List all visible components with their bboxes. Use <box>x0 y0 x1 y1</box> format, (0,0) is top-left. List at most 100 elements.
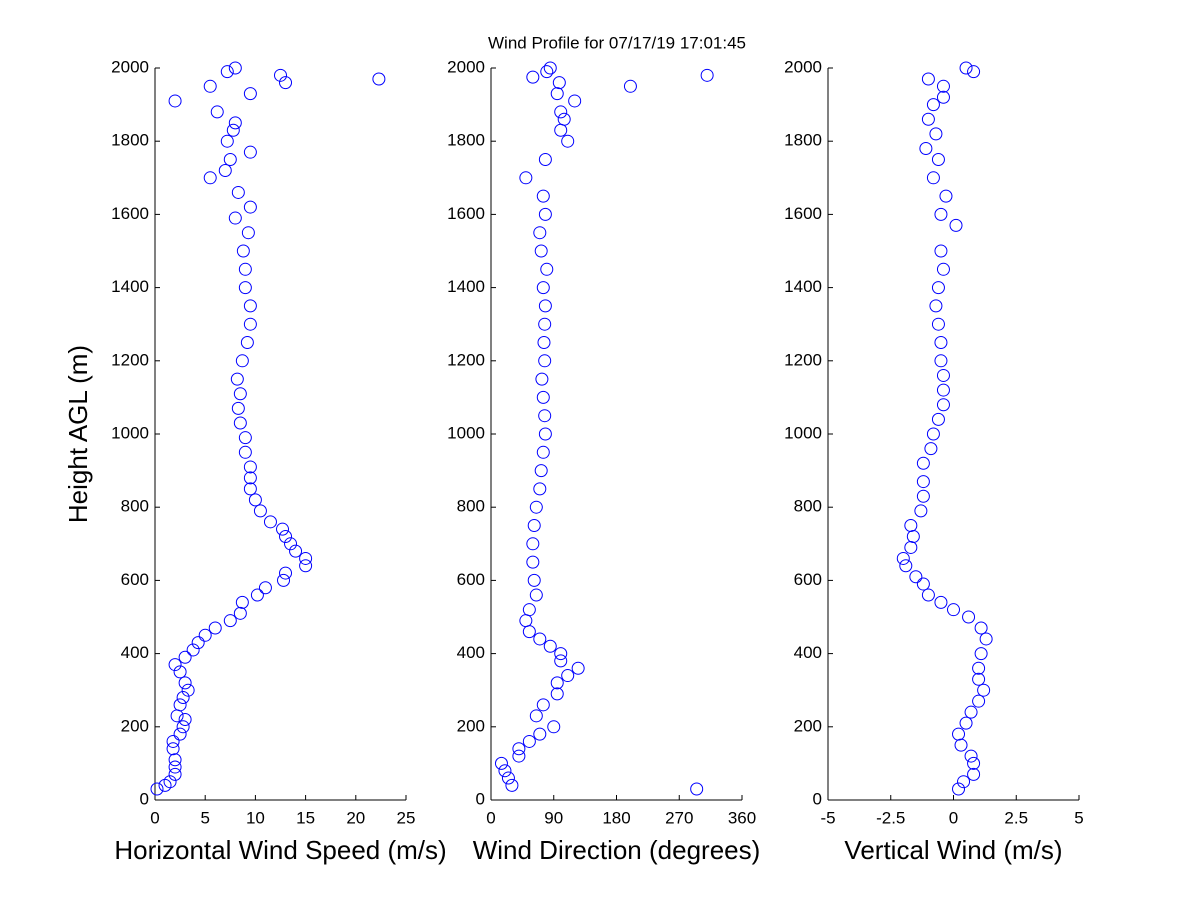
point <box>526 70 540 84</box>
point <box>238 281 252 295</box>
point <box>538 427 552 441</box>
y-tick-label: 200 <box>794 716 822 735</box>
point <box>547 720 561 734</box>
point <box>533 727 547 741</box>
point <box>163 775 177 789</box>
y-tick-label: 2000 <box>784 57 822 76</box>
point <box>700 68 714 82</box>
point <box>690 782 704 796</box>
point <box>233 387 247 401</box>
point <box>536 698 550 712</box>
point <box>181 683 195 697</box>
y-tick-label: 1400 <box>447 277 485 296</box>
point <box>276 522 290 536</box>
point <box>914 504 928 518</box>
point <box>540 65 554 79</box>
point <box>554 105 568 119</box>
point <box>150 782 164 796</box>
y-tick-label: 1200 <box>784 350 822 369</box>
point <box>529 500 543 514</box>
point <box>554 123 568 137</box>
point <box>972 672 986 686</box>
point <box>233 416 247 430</box>
y-tick-label: 1200 <box>447 350 485 369</box>
point <box>220 134 234 148</box>
point <box>210 105 224 119</box>
point <box>936 398 950 412</box>
x-tick-label: 0 <box>949 808 958 827</box>
point <box>533 632 547 646</box>
point <box>178 676 192 690</box>
y-tick-label: 2000 <box>111 57 149 76</box>
y-tick-label: 400 <box>457 643 485 662</box>
point <box>166 742 180 756</box>
y-tick-label: 200 <box>121 716 149 735</box>
y-tick-label: 0 <box>476 789 485 808</box>
point <box>243 471 257 485</box>
point <box>931 412 945 426</box>
y-tick-label: 1000 <box>447 423 485 442</box>
y-tick-label: 600 <box>121 570 149 589</box>
y-tick-label: 1800 <box>784 131 822 150</box>
point <box>263 515 277 529</box>
y-tick-label: 2000 <box>447 57 485 76</box>
point <box>168 658 182 672</box>
point <box>536 281 550 295</box>
x-tick-label: 90 <box>544 808 563 827</box>
point <box>250 588 264 602</box>
y-tick-label: 400 <box>121 643 149 662</box>
y-tick-label: 1800 <box>447 131 485 150</box>
point <box>534 244 548 258</box>
point <box>241 226 255 240</box>
x-tick-label: 2.5 <box>1004 808 1028 827</box>
point <box>538 299 552 313</box>
point <box>896 551 910 565</box>
point <box>231 185 245 199</box>
point <box>536 390 550 404</box>
point <box>959 61 973 75</box>
y-tick-label: 1000 <box>784 423 822 442</box>
point <box>931 153 945 166</box>
point <box>623 79 637 93</box>
point <box>536 189 550 203</box>
point <box>191 636 205 650</box>
point <box>939 189 953 203</box>
point <box>526 537 540 551</box>
point <box>522 734 536 748</box>
point <box>550 87 564 101</box>
y-tick-label: 800 <box>121 497 149 516</box>
point <box>522 625 536 639</box>
point <box>236 244 250 258</box>
point <box>533 482 547 496</box>
point <box>967 767 981 781</box>
point <box>279 529 293 543</box>
point <box>979 632 993 646</box>
point <box>957 775 971 789</box>
point <box>519 614 533 628</box>
point <box>554 654 568 668</box>
point <box>934 354 948 368</box>
point <box>931 281 945 295</box>
point <box>921 588 935 602</box>
point <box>906 529 920 543</box>
point <box>527 519 541 532</box>
point <box>512 742 526 756</box>
x-tick-label: 20 <box>346 808 365 827</box>
x-tick-label: 270 <box>665 808 693 827</box>
x-axis-label: Vertical Wind (m/s) <box>844 835 1062 865</box>
point <box>186 643 200 657</box>
point <box>947 603 960 617</box>
point <box>537 336 551 349</box>
point <box>954 738 968 752</box>
point <box>962 610 976 624</box>
point <box>243 299 257 313</box>
point <box>173 665 187 679</box>
point <box>916 475 930 489</box>
point <box>258 581 272 595</box>
point <box>235 354 249 368</box>
y-tick-label: 200 <box>457 716 485 735</box>
x-tick-label: 180 <box>602 808 630 827</box>
y-tick-label: 1800 <box>111 131 149 150</box>
point <box>967 65 981 79</box>
point <box>198 628 212 642</box>
